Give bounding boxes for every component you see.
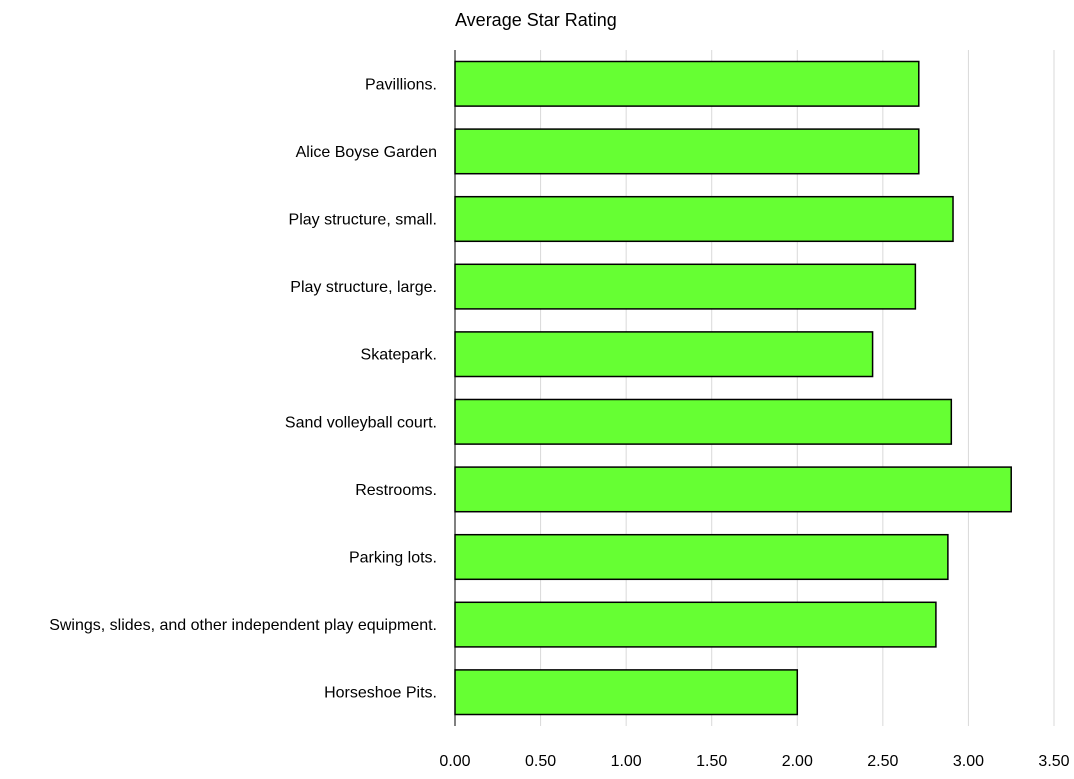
category-labels: Pavillions. Alice Boyse Garden Play struct… — [49, 76, 437, 701]
x-tick-label: 2.00 — [782, 753, 813, 770]
category-label: Horseshoe Pits. — [324, 685, 437, 702]
bar — [454, 331, 874, 378]
bar — [454, 128, 920, 175]
category-label: Swings, slides, and other independent pl… — [49, 617, 437, 634]
bars — [454, 60, 1012, 716]
bar — [454, 263, 917, 310]
x-tick-label: 0.00 — [439, 753, 470, 770]
category-label: Alice Boyse Garden — [296, 144, 437, 161]
category-label: Pavillions. — [365, 76, 437, 93]
x-tick-label: 1.50 — [696, 753, 727, 770]
category-label: Sand volleyball court. — [285, 414, 437, 431]
x-tick-labels: 0.00 0.50 1.00 1.50 2.00 2.50 3.00 3.50 — [439, 753, 1069, 770]
bar — [454, 195, 954, 243]
category-label: Parking lots. — [349, 550, 437, 567]
bar — [454, 466, 1012, 513]
category-label: Restrooms. — [355, 482, 437, 499]
x-tick-label: 3.50 — [1038, 753, 1069, 770]
bar — [454, 669, 799, 716]
bar — [454, 60, 920, 107]
x-tick-label: 1.00 — [611, 753, 642, 770]
chart-title: Average Star Rating — [455, 10, 617, 30]
x-tick-label: 2.50 — [867, 753, 898, 770]
bar — [454, 533, 949, 581]
category-label: Play structure, large. — [290, 279, 437, 296]
bar — [454, 398, 953, 445]
x-tick-label: 0.50 — [525, 753, 556, 770]
category-label: Skatepark. — [361, 347, 437, 364]
category-label: Play structure, small. — [289, 212, 437, 229]
x-tick-label: 3.00 — [953, 753, 984, 770]
bar — [454, 601, 937, 648]
